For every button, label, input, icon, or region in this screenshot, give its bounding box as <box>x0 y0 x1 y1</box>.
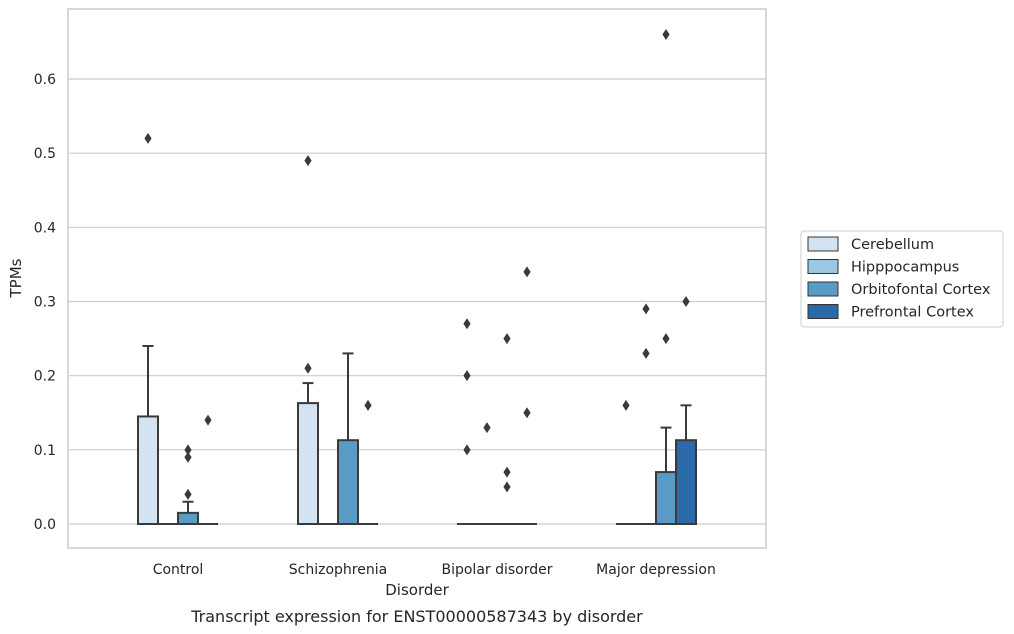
x-tick-label: Major depression <box>596 562 716 578</box>
plot-frame <box>67 8 767 549</box>
bar <box>177 511 199 525</box>
outlier-point <box>622 399 630 411</box>
outlier-point <box>304 362 312 374</box>
legend-label: Cerebellum <box>851 237 934 253</box>
legend-label: Orbitofontal Cortex <box>851 282 991 298</box>
whiskers-layer <box>142 345 692 513</box>
legend-swatch <box>807 304 839 319</box>
outlier-point <box>523 266 531 278</box>
legend-label: Hipppocampus <box>851 260 959 276</box>
outliers-layer <box>144 29 690 500</box>
bar <box>655 471 677 526</box>
legend-label: Prefrontal Cortex <box>851 305 974 321</box>
bar <box>137 415 159 526</box>
outlier-point <box>463 444 471 456</box>
outlier-point <box>304 155 312 167</box>
outlier-point <box>503 466 511 478</box>
y-tick-label: 0.5 <box>34 146 56 162</box>
y-tick-label: 0.2 <box>34 369 56 385</box>
outlier-point <box>184 451 192 463</box>
x-axis-label: Disorder <box>385 581 449 599</box>
outlier-point <box>184 444 192 456</box>
outlier-point <box>204 414 212 426</box>
x-tick-label: Schizophrenia <box>289 562 387 578</box>
x-tick-label: Control <box>153 562 204 578</box>
outlier-point <box>463 370 471 382</box>
chart-caption: Transcript expression for ENST0000058734… <box>190 607 643 626</box>
y-tick-label: 0.0 <box>34 517 56 533</box>
outlier-point <box>483 422 491 434</box>
outlier-point <box>503 333 511 345</box>
y-tick-label: 0.1 <box>34 443 56 459</box>
outlier-point <box>523 407 531 419</box>
outlier-point <box>682 296 690 307</box>
outlier-point <box>503 481 511 493</box>
bar <box>675 439 697 526</box>
bar <box>297 402 319 526</box>
legend-frame <box>800 230 1004 328</box>
outlier-point <box>463 318 471 330</box>
bar <box>337 439 359 526</box>
outlier-point <box>642 347 650 359</box>
y-axis-label: TPMs <box>7 258 25 298</box>
outlier-point <box>662 333 670 345</box>
y-tick-labels: 0.0 0.1 0.2 0.3 0.4 0.5 0.6 <box>34 72 56 533</box>
x-tick-label: Bipolar disorder <box>441 562 552 578</box>
x-tick-labels: Control Schizophrenia Bipolar disorder Majo… <box>153 562 716 578</box>
outlier-point <box>364 399 372 411</box>
outlier-point <box>642 303 650 315</box>
legend-swatch <box>807 259 839 274</box>
legend-swatch <box>807 281 839 297</box>
y-tick-label: 0.6 <box>34 72 56 88</box>
outlier-point <box>184 488 192 500</box>
legend[interactable]: Cerebellum Hipppocampus Orbitofontal Corte… <box>800 230 1004 328</box>
outlier-point <box>662 29 670 40</box>
y-tick-label: 0.4 <box>34 220 56 236</box>
y-tick-label: 0.3 <box>34 295 56 311</box>
outlier-point <box>144 132 152 144</box>
legend-swatch <box>807 236 839 252</box>
